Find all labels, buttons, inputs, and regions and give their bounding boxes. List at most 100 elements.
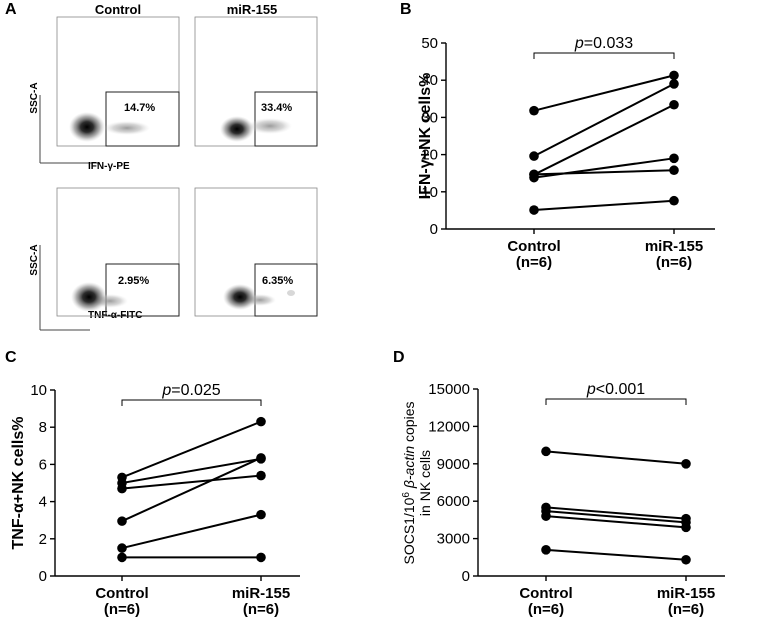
- series-line: [545, 506, 687, 520]
- series-line: [121, 456, 262, 523]
- data-point: [256, 552, 266, 563]
- y-tick-label: 0: [462, 568, 470, 585]
- y-tick-label: 12000: [428, 418, 470, 435]
- panel-letter-a: A: [5, 1, 17, 18]
- data-point: [669, 165, 679, 176]
- gate-box: [105, 263, 180, 317]
- significance-bracket: [121, 399, 262, 406]
- y-tick-label: 15000: [428, 381, 470, 398]
- data-point: [529, 169, 539, 180]
- data-point: [669, 70, 679, 81]
- y-tick-label: 6000: [437, 493, 470, 510]
- panel-letter-d: D: [393, 349, 405, 366]
- data-point: [117, 543, 127, 553]
- x-tick-label: miR-155: [232, 585, 290, 602]
- series-line: [121, 513, 262, 550]
- gate-percent: 33.4%: [261, 102, 292, 114]
- x-tick-label: miR-155: [657, 585, 715, 602]
- data-point: [669, 153, 679, 164]
- chart-tnf-alpha: 0246810Control(n=6)miR-155(n=6)p=0.025TN…: [10, 382, 300, 618]
- series-line: [545, 548, 687, 561]
- gate-percent: 6.35%: [262, 275, 293, 287]
- data-point: [529, 205, 539, 215]
- flow-col-header-control: Control: [95, 2, 141, 17]
- series-line: [121, 474, 262, 490]
- y-tick-label: 0: [430, 221, 438, 238]
- data-point: [256, 509, 266, 520]
- data-point: [529, 151, 539, 161]
- x-tick-label: (n=6): [656, 254, 692, 271]
- x-tick-label: Control: [95, 585, 148, 602]
- gate-box: [254, 91, 318, 147]
- x-tick-label: Control: [519, 585, 572, 602]
- series-line: [533, 103, 675, 176]
- x-tick-label: (n=6): [516, 254, 552, 271]
- x-tick-label: miR-155: [645, 238, 703, 255]
- data-point: [529, 105, 539, 116]
- y-tick-label: 0: [39, 568, 47, 585]
- y-tick-label: 3000: [437, 531, 470, 548]
- p-value-label: p=0.025: [161, 382, 220, 399]
- y-tick-label: 2: [39, 531, 47, 548]
- gate-percent: 2.95%: [118, 275, 149, 287]
- data-point: [541, 545, 551, 555]
- y-tick-label: 50: [421, 35, 438, 52]
- data-point: [117, 483, 127, 494]
- x-tick-label: Control: [507, 238, 560, 255]
- data-point: [256, 453, 266, 463]
- flow-y-label-row1: SSC-A: [29, 82, 40, 113]
- y-tick-label: 40: [421, 72, 438, 89]
- flow-plot-control-tnf: 2.95%: [56, 187, 180, 317]
- data-point: [681, 459, 691, 469]
- flow-col-header-mir155: miR-155: [227, 2, 278, 17]
- panel-letter-b: B: [400, 1, 412, 18]
- gate-box: [105, 91, 180, 147]
- series-line: [545, 515, 687, 529]
- data-point: [681, 522, 691, 533]
- y-axis-title: IFN-γ+NK cells%: [417, 73, 434, 200]
- significance-bracket: [545, 398, 687, 405]
- x-tick-label: (n=6): [668, 601, 704, 618]
- y-tick-label: 20: [421, 147, 438, 164]
- y-axis-title: TNF-α+NK cells%: [10, 417, 27, 550]
- significance-bracket: [533, 52, 675, 59]
- p-value-label: p<0.001: [586, 381, 645, 398]
- data-point: [669, 79, 679, 89]
- x-tick-label: (n=6): [528, 601, 564, 618]
- x-tick-label: (n=6): [243, 601, 279, 618]
- data-point: [669, 195, 679, 206]
- data-point: [541, 446, 551, 457]
- series-line: [121, 457, 262, 484]
- flow-panel: Control miR-155 SSC-A IFN-γ-PE SSC-A TNF…: [29, 2, 318, 331]
- y-tick-label: 6: [39, 456, 47, 473]
- flow-plot-control-ifn: 14.7%: [56, 16, 180, 147]
- flow-plot-mir155-ifn: 33.4%: [194, 16, 318, 147]
- y-axis-title: SOCS1/106 β-actin copies: [401, 402, 417, 565]
- series-line: [533, 157, 675, 179]
- series-line: [533, 83, 675, 157]
- flow-plot-mir155-tnf: 6.35%: [194, 187, 318, 317]
- series-line: [545, 510, 687, 524]
- data-point: [541, 511, 551, 521]
- chart-ifn-gamma: 01020304050Control(n=6)miR-155(n=6)p=0.0…: [417, 35, 715, 271]
- series-line: [545, 450, 687, 465]
- data-point: [681, 554, 691, 565]
- y-axis-title-line2: in NK cells: [417, 450, 433, 516]
- x-tick-label: (n=6): [104, 601, 140, 618]
- y-tick-label: 9000: [437, 456, 470, 473]
- y-tick-label: 10: [421, 184, 438, 201]
- gate-percent: 14.7%: [124, 102, 155, 114]
- p-value-label: p=0.033: [574, 35, 633, 52]
- data-point: [117, 516, 127, 526]
- y-tick-label: 8: [39, 419, 47, 436]
- series-line: [533, 199, 675, 212]
- data-point: [256, 470, 266, 481]
- chart-socs1: 03000600090001200015000Control(n=6)miR-1…: [401, 381, 725, 618]
- flow-x-label-row1: IFN-γ-PE: [88, 161, 130, 172]
- data-point: [669, 99, 679, 110]
- gate-box: [254, 263, 318, 317]
- data-point: [117, 552, 127, 563]
- y-tick-label: 4: [39, 494, 47, 511]
- data-point: [256, 416, 266, 427]
